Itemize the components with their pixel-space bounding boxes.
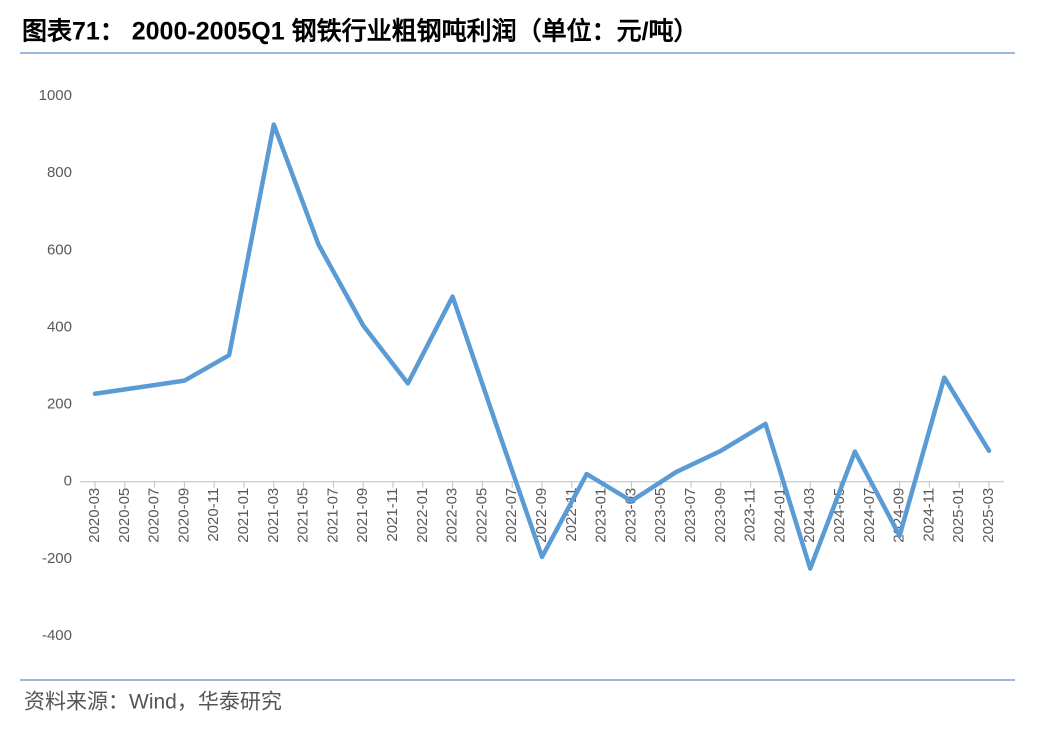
x-tick-label: 2021-01 [235,488,252,543]
x-tick-label: 2022-11 [563,488,580,542]
x-tick-label: 2024-01 [771,488,788,543]
x-tick-label: 2023-01 [593,488,610,543]
chart-title: 图表71： 2000-2005Q1 钢铁行业粗钢吨利润（单位：元/吨） [22,17,699,46]
x-tick-label: 2020-11 [205,488,222,542]
x-tick-label: 2023-03 [622,488,639,543]
y-tick-label: -400 [42,627,72,644]
data-line [92,122,992,571]
x-tick-label: 2024-03 [801,488,818,543]
x-tick-label: 2022-05 [473,488,490,543]
y-tick-label: -200 [42,550,72,567]
x-tick-label: 2023-05 [652,488,669,543]
x-tick-label: 2020-03 [86,488,103,543]
x-tick-label: 2024-07 [861,488,878,543]
x-tick-label: 2025-01 [950,488,967,543]
x-tick-label: 2021-03 [265,488,282,543]
x-tick-label: 2022-01 [414,488,431,543]
x-tick-label: 2025-03 [980,488,997,543]
x-tick-label: 2021-09 [354,488,371,543]
y-tick-label: 800 [47,164,72,181]
source-note: 资料来源：Wind，华泰研究 [24,691,282,714]
x-tick-label: 2023-07 [682,488,699,543]
x-tick-label: 2021-07 [324,488,341,543]
x-tick-label: 2022-09 [533,488,550,543]
x-tick-label: 2021-11 [384,488,401,542]
x-tick-label: 2023-11 [742,488,759,542]
x-tick-label: 2020-05 [116,488,133,543]
y-tick-label: 1000 [39,87,72,104]
x-tick-label: 2021-05 [295,488,312,543]
y-tick-label: 0 [64,473,72,490]
y-tick-label: 400 [47,318,72,335]
x-tick-label: 2022-03 [444,488,461,543]
x-tick-label: 2022-07 [503,488,520,543]
x-tick-label: 2024-11 [920,488,937,542]
y-tick-label: 200 [47,396,72,413]
x-tick-label: 2023-09 [712,488,729,543]
x-tick-label: 2020-09 [175,488,192,543]
x-tick-label: 2020-07 [146,488,163,543]
y-tick-label: 600 [47,241,72,258]
